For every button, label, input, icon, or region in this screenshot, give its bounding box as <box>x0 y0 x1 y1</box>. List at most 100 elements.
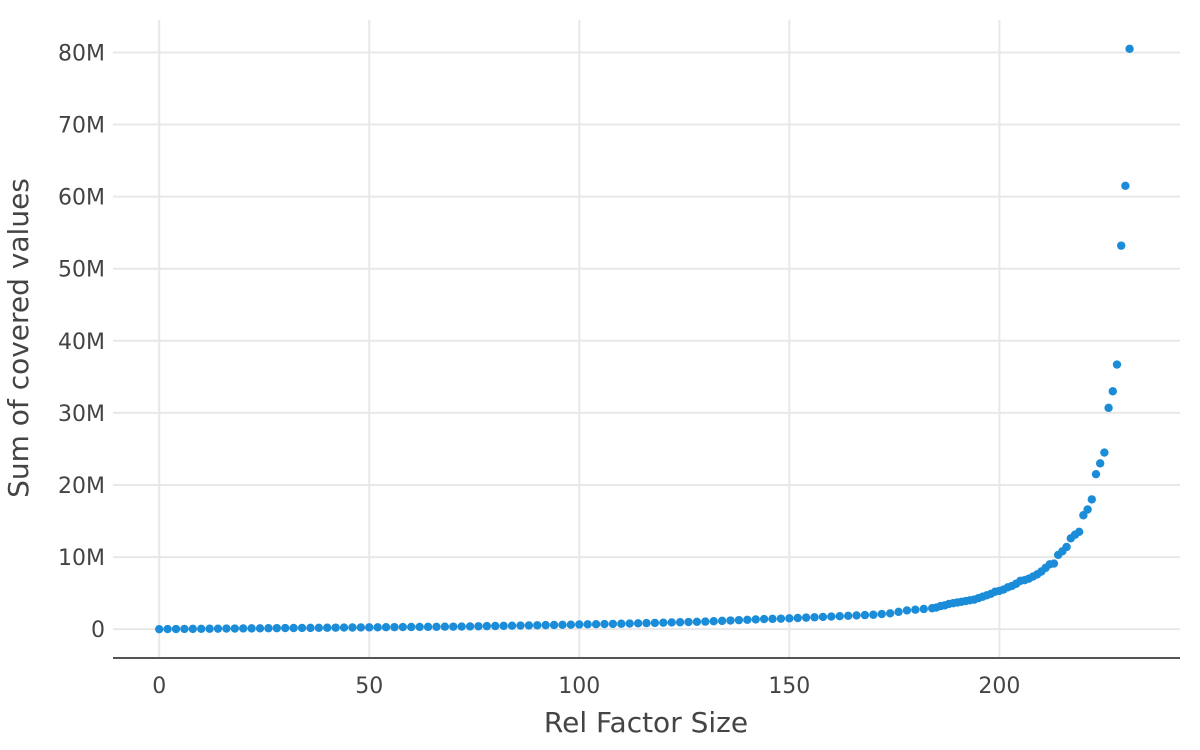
data-point <box>675 618 685 627</box>
y-tick-label: 40M <box>58 330 105 355</box>
data-point <box>625 619 634 628</box>
data-point <box>1104 403 1113 413</box>
data-point <box>684 617 693 627</box>
data-point <box>180 624 189 634</box>
data-point <box>860 610 870 620</box>
y-tick-labels: 0 10M 20M 30M 40M 50M 60M 70M 80M <box>58 41 105 643</box>
data-point <box>801 613 811 622</box>
data-point <box>852 611 861 620</box>
data-point <box>323 623 332 632</box>
data-point <box>709 617 718 626</box>
data-point <box>827 612 836 621</box>
y-tick-label: 10M <box>58 546 105 571</box>
data-point <box>289 623 298 633</box>
y-axis-title: Sum of covered values <box>2 178 35 498</box>
x-tick-label: 200 <box>978 674 1020 699</box>
data-point <box>171 624 181 634</box>
data-point <box>642 618 651 628</box>
data-point <box>919 604 928 614</box>
data-point <box>213 624 223 633</box>
data-point <box>1125 44 1134 54</box>
data-point <box>692 617 702 627</box>
data-point <box>482 621 492 631</box>
data-point <box>869 610 878 619</box>
data-point <box>1049 559 1059 568</box>
data-point <box>835 611 844 621</box>
data-point <box>230 624 240 633</box>
data-point <box>776 614 786 623</box>
data-point <box>566 620 576 629</box>
data-point <box>423 622 433 632</box>
data-point <box>701 617 710 626</box>
data-point <box>499 621 508 631</box>
data-point <box>449 622 458 631</box>
data-point <box>264 624 273 633</box>
data-point <box>398 622 408 632</box>
data-point <box>768 614 777 624</box>
data-point <box>524 621 534 630</box>
data-point <box>373 623 382 632</box>
data-point <box>818 612 828 622</box>
x-tick-label: 150 <box>768 674 810 699</box>
data-point <box>1112 360 1122 369</box>
data-point <box>365 623 374 632</box>
data-point <box>188 624 198 634</box>
data-point <box>885 609 895 618</box>
data-point <box>541 620 550 630</box>
data-point <box>734 615 744 625</box>
data-point <box>843 611 853 621</box>
data-point <box>1079 511 1088 520</box>
data-point <box>432 622 441 631</box>
data-point <box>465 622 475 631</box>
data-point <box>331 623 340 632</box>
data-point <box>617 619 626 628</box>
data-point <box>1095 459 1105 468</box>
y-tick-label: 30M <box>58 402 105 427</box>
data-point <box>356 623 366 632</box>
grid-lines <box>113 20 1180 658</box>
data-point <box>793 613 802 623</box>
x-tick-label: 50 <box>355 674 383 699</box>
data-point <box>743 615 752 624</box>
data-point <box>507 621 517 630</box>
data-point <box>205 624 214 633</box>
data-point <box>1121 181 1130 191</box>
data-point <box>1091 469 1101 479</box>
y-tick-label: 80M <box>58 41 105 66</box>
data-point <box>810 613 819 622</box>
data-point <box>759 614 769 624</box>
data-point <box>381 623 391 632</box>
x-tick-labels: 0 50 100 150 200 <box>152 674 1020 699</box>
y-tick-label: 0 <box>91 618 105 643</box>
data-point <box>239 624 248 633</box>
data-point <box>516 621 525 630</box>
data-point <box>600 619 609 629</box>
data-point <box>272 623 282 633</box>
data-point <box>1074 527 1084 537</box>
data-point <box>1062 542 1071 552</box>
data-point <box>1083 505 1092 514</box>
data-point <box>297 623 307 633</box>
data-points <box>155 44 1134 634</box>
data-point <box>911 605 920 614</box>
x-axis-title: Rel Factor Size <box>544 706 748 739</box>
x-tick-label: 0 <box>152 674 166 699</box>
data-point <box>407 622 416 632</box>
data-point <box>1116 241 1126 250</box>
data-point <box>491 621 500 631</box>
data-point <box>902 606 912 615</box>
x-tick-label: 100 <box>558 674 600 699</box>
y-tick-label: 50M <box>58 258 105 283</box>
data-point <box>348 623 357 632</box>
data-point <box>255 624 265 633</box>
data-point <box>415 622 424 632</box>
data-point <box>583 620 592 629</box>
data-point <box>533 621 542 630</box>
data-point <box>457 622 466 631</box>
y-tick-label: 20M <box>58 474 105 499</box>
data-point <box>591 619 601 629</box>
data-point <box>440 622 450 631</box>
data-point <box>877 609 886 619</box>
